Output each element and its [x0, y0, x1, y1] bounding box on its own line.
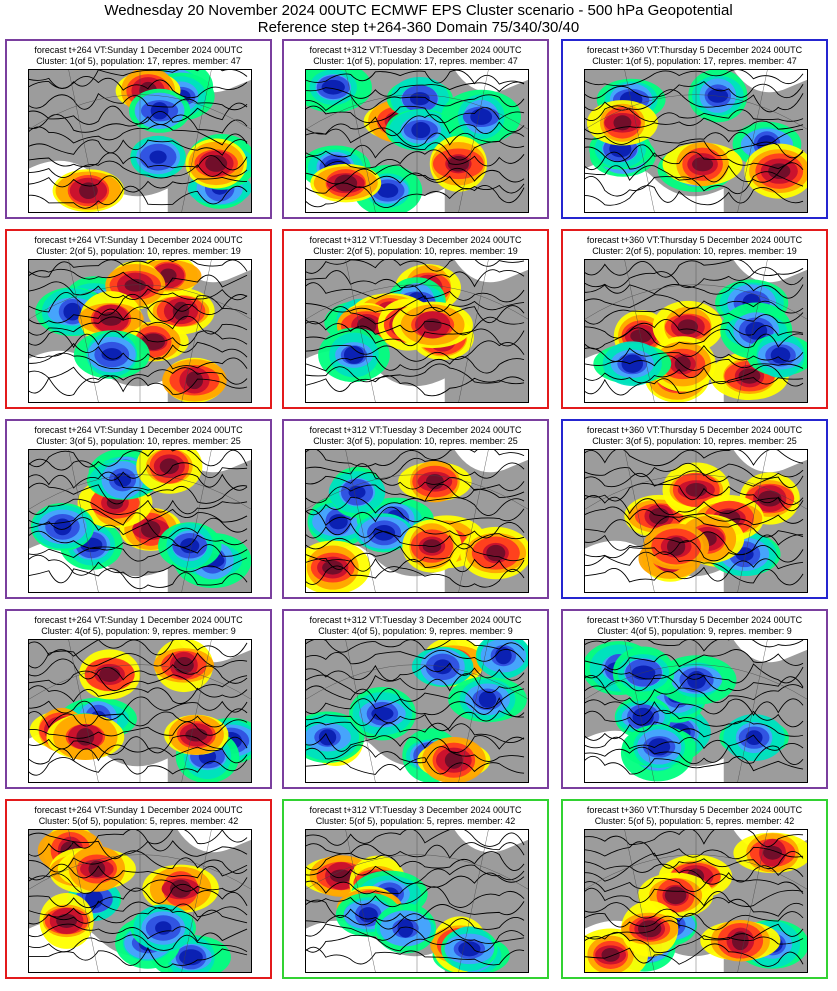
geopotential-map — [28, 829, 252, 973]
panel-cluster-caption: Cluster: 4(of 5), population: 9, repres.… — [41, 626, 236, 636]
geopotential-map — [305, 449, 529, 593]
panel-cluster-caption: Cluster: 3(of 5), population: 10, repres… — [313, 436, 518, 446]
geopotential-map — [28, 449, 252, 593]
panel-cluster-caption: Cluster: 5(of 5), population: 5, repres.… — [594, 816, 795, 826]
page-subtitle: Reference step t+264-360 Domain 75/340/3… — [257, 19, 580, 36]
panel-forecast-caption: forecast t+312 VT:Tuesday 3 December 202… — [309, 235, 522, 245]
geopotential-map — [584, 259, 808, 403]
geopotential-map — [584, 829, 808, 973]
panel-forecast-caption: forecast t+264 VT:Sunday 1 December 2024… — [34, 425, 243, 435]
panel-cluster-caption: Cluster: 5(of 5), population: 5, repres.… — [38, 816, 239, 826]
cluster-panel: forecast t+360 VT:Thursday 5 December 20… — [561, 229, 828, 409]
panel-forecast-caption: forecast t+264 VT:Sunday 1 December 2024… — [34, 235, 243, 245]
page-title: Wednesday 20 November 2024 00UTC ECMWF E… — [104, 2, 733, 19]
panel-cluster-caption: Cluster: 2(of 5), population: 10, repres… — [313, 246, 518, 256]
cluster-panel: forecast t+360 VT:Thursday 5 December 20… — [561, 799, 828, 979]
cluster-panel: forecast t+312 VT:Tuesday 3 December 202… — [282, 39, 549, 219]
cluster-panel: forecast t+360 VT:Thursday 5 December 20… — [561, 419, 828, 599]
panel-cluster-caption: Cluster: 5(of 5), population: 5, repres.… — [315, 816, 516, 826]
cluster-panel: forecast t+264 VT:Sunday 1 December 2024… — [5, 609, 272, 789]
cluster-panel: forecast t+264 VT:Sunday 1 December 2024… — [5, 39, 272, 219]
panel-cluster-caption: Cluster: 1(of 5), population: 17, repres… — [592, 56, 797, 66]
panel-cluster-caption: Cluster: 3(of 5), population: 10, repres… — [36, 436, 241, 446]
geopotential-map — [28, 639, 252, 783]
panel-forecast-caption: forecast t+360 VT:Thursday 5 December 20… — [586, 235, 803, 245]
geopotential-map — [305, 829, 529, 973]
cluster-panel: forecast t+312 VT:Tuesday 3 December 202… — [282, 799, 549, 979]
geopotential-map — [305, 639, 529, 783]
panel-forecast-caption: forecast t+360 VT:Thursday 5 December 20… — [586, 45, 803, 55]
geopotential-map — [28, 259, 252, 403]
panel-cluster-caption: Cluster: 1(of 5), population: 17, repres… — [313, 56, 518, 66]
geopotential-map — [584, 69, 808, 213]
panel-forecast-caption: forecast t+312 VT:Tuesday 3 December 202… — [309, 615, 522, 625]
geopotential-map — [584, 449, 808, 593]
geopotential-map — [305, 69, 529, 213]
panel-forecast-caption: forecast t+312 VT:Tuesday 3 December 202… — [309, 45, 522, 55]
panel-forecast-caption: forecast t+360 VT:Thursday 5 December 20… — [586, 425, 803, 435]
cluster-panel-grid: forecast t+264 VT:Sunday 1 December 2024… — [5, 39, 833, 987]
geopotential-map — [584, 639, 808, 783]
panel-cluster-caption: Cluster: 1(of 5), population: 17, repres… — [36, 56, 241, 66]
panel-forecast-caption: forecast t+312 VT:Tuesday 3 December 202… — [309, 425, 522, 435]
panel-cluster-caption: Cluster: 4(of 5), population: 9, repres.… — [597, 626, 792, 636]
cluster-panel: forecast t+264 VT:Sunday 1 December 2024… — [5, 799, 272, 979]
panel-cluster-caption: Cluster: 3(of 5), population: 10, repres… — [592, 436, 797, 446]
cluster-panel: forecast t+312 VT:Tuesday 3 December 202… — [282, 419, 549, 599]
panel-cluster-caption: Cluster: 2(of 5), population: 10, repres… — [592, 246, 797, 256]
cluster-panel: forecast t+360 VT:Thursday 5 December 20… — [561, 609, 828, 789]
panel-forecast-caption: forecast t+264 VT:Sunday 1 December 2024… — [34, 805, 243, 815]
panel-cluster-caption: Cluster: 4(of 5), population: 9, repres.… — [318, 626, 513, 636]
panel-forecast-caption: forecast t+360 VT:Thursday 5 December 20… — [586, 615, 803, 625]
panel-cluster-caption: Cluster: 2(of 5), population: 10, repres… — [36, 246, 241, 256]
cluster-panel: forecast t+264 VT:Sunday 1 December 2024… — [5, 419, 272, 599]
panel-forecast-caption: forecast t+264 VT:Sunday 1 December 2024… — [34, 45, 243, 55]
cluster-panel: forecast t+360 VT:Thursday 5 December 20… — [561, 39, 828, 219]
panel-forecast-caption: forecast t+312 VT:Tuesday 3 December 202… — [309, 805, 522, 815]
cluster-panel: forecast t+312 VT:Tuesday 3 December 202… — [282, 609, 549, 789]
cluster-panel: forecast t+264 VT:Sunday 1 December 2024… — [5, 229, 272, 409]
panel-forecast-caption: forecast t+360 VT:Thursday 5 December 20… — [586, 805, 803, 815]
page-header: Wednesday 20 November 2024 00UTC ECMWF E… — [0, 0, 837, 36]
geopotential-map — [28, 69, 252, 213]
cluster-panel: forecast t+312 VT:Tuesday 3 December 202… — [282, 229, 549, 409]
geopotential-map — [305, 259, 529, 403]
panel-forecast-caption: forecast t+264 VT:Sunday 1 December 2024… — [34, 615, 243, 625]
